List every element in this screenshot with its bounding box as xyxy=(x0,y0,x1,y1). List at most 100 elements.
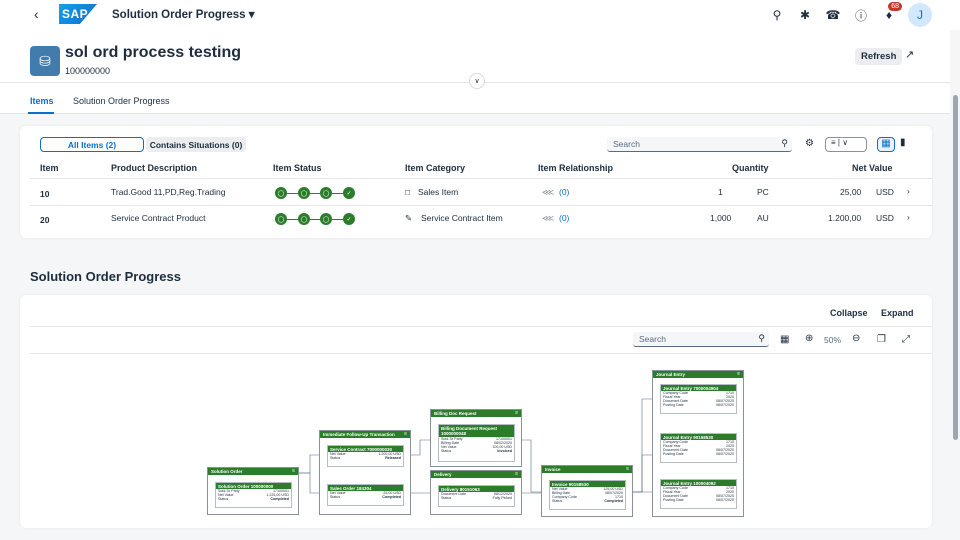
node-menu-icon[interactable]: ≡ xyxy=(515,410,518,416)
flow-node-journal-entry[interactable]: Journal Entry ≡ Journal Entry 7000004904 … xyxy=(652,370,744,517)
help-icon[interactable]: ⓘ xyxy=(854,8,867,23)
section-title: Solution Order Progress xyxy=(30,269,181,284)
collapse-button[interactable]: Collapse xyxy=(830,308,868,318)
fullscreen-icon[interactable]: ⤢ xyxy=(902,334,910,345)
legend-icon[interactable]: ▦ xyxy=(780,334,790,345)
kv-row: Posting Date 08/07/2020 xyxy=(661,498,736,502)
kv-key: Net Value xyxy=(330,452,346,456)
status-complete-icon[interactable]: ✓ xyxy=(343,213,355,225)
document-card[interactable]: Billing Document Request 1000000048 Sold… xyxy=(438,424,515,462)
chevron-right-icon[interactable]: › xyxy=(907,186,910,196)
row-divider xyxy=(30,205,932,206)
kv-value: 17100001 xyxy=(496,437,512,441)
document-card[interactable]: Journal Entry 7000004904 Company Code 171… xyxy=(660,384,737,414)
zoom-in-icon[interactable]: ⊕ xyxy=(805,333,814,344)
document-card[interactable]: Journal Entry 90158530 Company Code 1710 … xyxy=(660,433,737,463)
segment-contains-situations[interactable]: Contains Situations (0) xyxy=(146,137,246,152)
node-group-label: Solution Order xyxy=(211,469,243,474)
settings-icon[interactable]: ⚙ xyxy=(805,138,814,149)
edit-document-icon: ✎ xyxy=(405,213,413,223)
headset-icon[interactable]: ☎ xyxy=(825,8,841,22)
kv-key: Sold-To Party xyxy=(441,437,463,441)
node-group-header: Billing Doc Request ≡ xyxy=(431,410,521,417)
node-menu-icon[interactable]: ≡ xyxy=(515,471,518,477)
flow-node-billing-doc-request[interactable]: Billing Doc Request ≡ Billing Document Re… xyxy=(430,409,522,467)
status-step-icon[interactable]: ◯ xyxy=(275,213,287,225)
flow-node-immediate-follow-up[interactable]: Immediate Follow-Up Transaction ≡ Service… xyxy=(319,430,411,515)
process-flow-card: Collapse Expand Search ⚲ ▦ ⊕ 50% ⊖ ❐ ⤢ So… xyxy=(20,295,932,528)
node-menu-icon[interactable]: ≡ xyxy=(737,371,740,377)
kv-value: Fully Picked xyxy=(492,496,512,500)
sap-logo[interactable]: SAP xyxy=(59,4,97,24)
tab-items[interactable]: Items xyxy=(30,96,54,106)
kv-key: Posting Date xyxy=(663,498,684,502)
kv-value: 1710 xyxy=(726,440,734,444)
chart-view-icon[interactable]: ▮ xyxy=(900,137,906,148)
refresh-button[interactable]: Refresh xyxy=(855,48,903,65)
status-step-icon[interactable]: ◯ xyxy=(298,213,310,225)
table-row[interactable]: 20 Service Contract Product ◯ ◯ ◯ ✓ ✎ Se… xyxy=(30,206,932,232)
kv-row: Posting Date 08/07/2020 xyxy=(661,403,736,407)
status-complete-icon[interactable]: ✓ xyxy=(343,187,355,199)
divider xyxy=(30,353,932,354)
segment-all-items[interactable]: All Items (2) xyxy=(40,137,144,152)
overview-icon[interactable]: ❐ xyxy=(877,334,886,345)
zoom-out-icon[interactable]: ⊖ xyxy=(852,333,861,344)
kv-key: Status xyxy=(441,496,452,500)
flow-connectors xyxy=(299,398,652,494)
kv-row: Billing Date 08/02/2020 xyxy=(439,441,514,445)
kv-row: Sold-To Party 17100001 xyxy=(216,489,291,493)
bell-icon[interactable]: ♦ xyxy=(885,8,893,22)
back-icon[interactable]: ‹ xyxy=(34,6,39,22)
document-card[interactable]: Delivery 80151063 Document Date 08/12/202… xyxy=(438,485,515,507)
node-group-header: Invoice ≡ xyxy=(542,466,632,473)
table-view-icon[interactable]: ▦ xyxy=(877,137,895,152)
collapse-header-button[interactable]: ∨ xyxy=(469,73,485,89)
chevron-right-icon[interactable]: › xyxy=(907,212,910,222)
notification-badge: 68 xyxy=(888,2,902,11)
export-button[interactable]: ≡ | ∨ xyxy=(825,137,867,152)
relationship-link[interactable]: (0) xyxy=(559,187,570,197)
col-product-description: Product Description xyxy=(111,163,198,173)
status-step-icon[interactable]: ◯ xyxy=(320,187,332,199)
status-step-icon[interactable]: ◯ xyxy=(298,187,310,199)
search-icon[interactable]: ⚲ xyxy=(772,8,782,22)
search-icon[interactable]: ⚲ xyxy=(758,333,765,343)
status-step-icon[interactable]: ◯ xyxy=(320,213,332,225)
status-step-icon[interactable]: ◯ xyxy=(275,187,287,199)
kv-row: Company Code 1710 xyxy=(661,391,736,395)
kv-row: Net Value 25,00 USD xyxy=(328,491,403,495)
document-card[interactable]: Invoice 90158530 Net Value 125,00 USD Bil… xyxy=(549,480,626,510)
expand-button[interactable]: Expand xyxy=(881,308,914,318)
kv-value: 25,00 USD xyxy=(383,491,401,495)
kv-key: Net Value xyxy=(552,487,568,491)
search-icon[interactable]: ⚲ xyxy=(781,138,788,148)
joule-icon[interactable]: ✱ xyxy=(799,8,811,22)
document-card[interactable]: Sales Order 184304 Net Value 25,00 USD St… xyxy=(327,484,404,506)
kv-row: Net Value 125,00 USD xyxy=(550,487,625,491)
flow-node-delivery[interactable]: Delivery ≡ Delivery 80151063 Document Dat… xyxy=(430,470,522,515)
kv-key: Document Date xyxy=(663,448,688,452)
avatar[interactable]: J xyxy=(908,3,932,27)
kv-row: Net Value 1.200,00 USD xyxy=(328,452,403,456)
kv-row: Document Date 08/07/2020 xyxy=(661,399,736,403)
share-icon[interactable]: ↗ xyxy=(905,49,915,61)
items-search-input[interactable]: Search ⚲ xyxy=(607,137,792,152)
document-card[interactable]: Journal Entry 100004092 Company Code 1710… xyxy=(660,479,737,509)
node-menu-icon[interactable]: ≡ xyxy=(404,431,407,437)
flow-node-invoice[interactable]: Invoice ≡ Invoice 90158530 Net Value 125,0… xyxy=(541,465,633,517)
app-title-menu[interactable]: Solution Order Progress ▾ xyxy=(112,7,255,21)
zoom-level: 50% xyxy=(824,335,842,345)
document-card[interactable]: Service Contract 7000000030 Net Value 1.2… xyxy=(327,445,404,467)
flow-node-solution-order[interactable]: Solution Order ≡ Solution Order 100000000… xyxy=(207,467,299,515)
table-row[interactable]: 10 Trad.Good 11,PD,Reg.Trading ◯ ◯ ◯ ✓ □… xyxy=(30,179,932,205)
tab-solution-order-progress[interactable]: Solution Order Progress xyxy=(73,96,170,106)
flow-search-input[interactable]: Search ⚲ xyxy=(633,332,769,347)
node-menu-icon[interactable]: ≡ xyxy=(626,466,629,472)
relationship-link[interactable]: (0) xyxy=(559,213,570,223)
scrollbar-thumb[interactable] xyxy=(953,95,958,440)
kv-key: Billing Date xyxy=(441,441,460,445)
kv-key: Company Code xyxy=(663,391,688,395)
node-menu-icon[interactable]: ≡ xyxy=(292,468,295,474)
document-card[interactable]: Solution Order 100000000 Sold-To Party 17… xyxy=(215,482,292,508)
